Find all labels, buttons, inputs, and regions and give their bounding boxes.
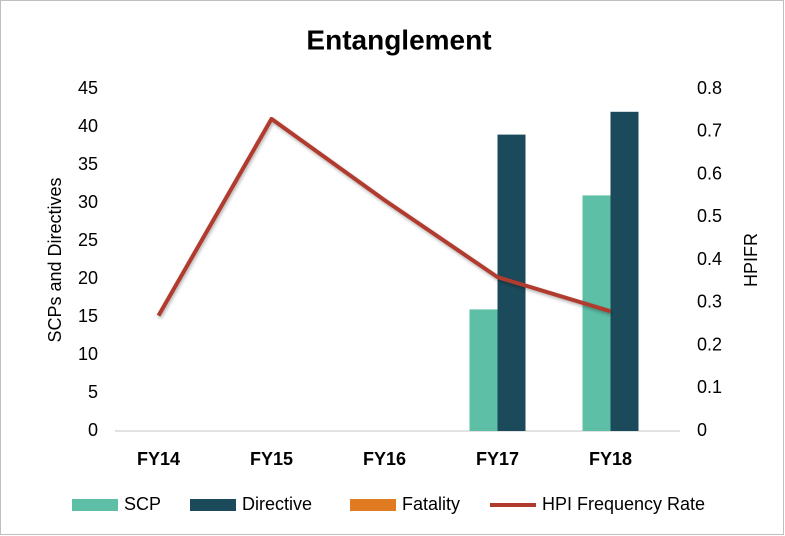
- y-tick-label: 40: [78, 116, 98, 136]
- y-tick-label: 15: [78, 306, 98, 326]
- y-tick-label: 20: [78, 268, 98, 288]
- legend-label: Directive: [242, 494, 312, 514]
- line: [156, 116, 612, 317]
- x-tick-label: FY15: [250, 449, 293, 469]
- y-tick-label: 0: [88, 420, 98, 440]
- legend-label: HPI Frequency Rate: [542, 494, 705, 514]
- x-tick-label: FY17: [476, 449, 519, 469]
- y2-tick-label: 0.2: [697, 334, 722, 354]
- legend-swatch: [350, 499, 396, 511]
- y2-tick-label: 0.8: [697, 78, 722, 98]
- legend-label: SCP: [124, 494, 161, 514]
- y-tick-label: 25: [78, 230, 98, 250]
- x-tick-label: FY16: [363, 449, 406, 469]
- y2-tick-label: 0.5: [697, 206, 722, 226]
- bar: [610, 111, 639, 432]
- y-tick-label: 10: [78, 344, 98, 364]
- x-tick-label: FY18: [589, 449, 632, 469]
- y-tick-label: 45: [78, 78, 98, 98]
- y-axis-label: SCPs and Directives: [45, 177, 65, 342]
- y-tick-label: 5: [88, 382, 98, 402]
- y2-tick-label: 0.7: [697, 121, 722, 141]
- y2-tick-label: 0.1: [697, 377, 722, 397]
- x-tick-label: FY14: [137, 449, 180, 469]
- legend-swatch: [190, 499, 236, 511]
- y2-axis-label: HPIFR: [741, 233, 761, 287]
- y-tick-label: 30: [78, 192, 98, 212]
- y-tick-label: 35: [78, 154, 98, 174]
- y2-tick-label: 0: [697, 420, 707, 440]
- y2-tick-label: 0.4: [697, 249, 722, 269]
- legend-swatch: [72, 499, 118, 511]
- y2-tick-label: 0.3: [697, 292, 722, 312]
- bar: [582, 195, 611, 431]
- legend-label: Fatality: [402, 494, 460, 514]
- chart-title: Entanglement: [306, 24, 491, 55]
- y2-tick-label: 0.6: [697, 163, 722, 183]
- bar: [469, 309, 498, 431]
